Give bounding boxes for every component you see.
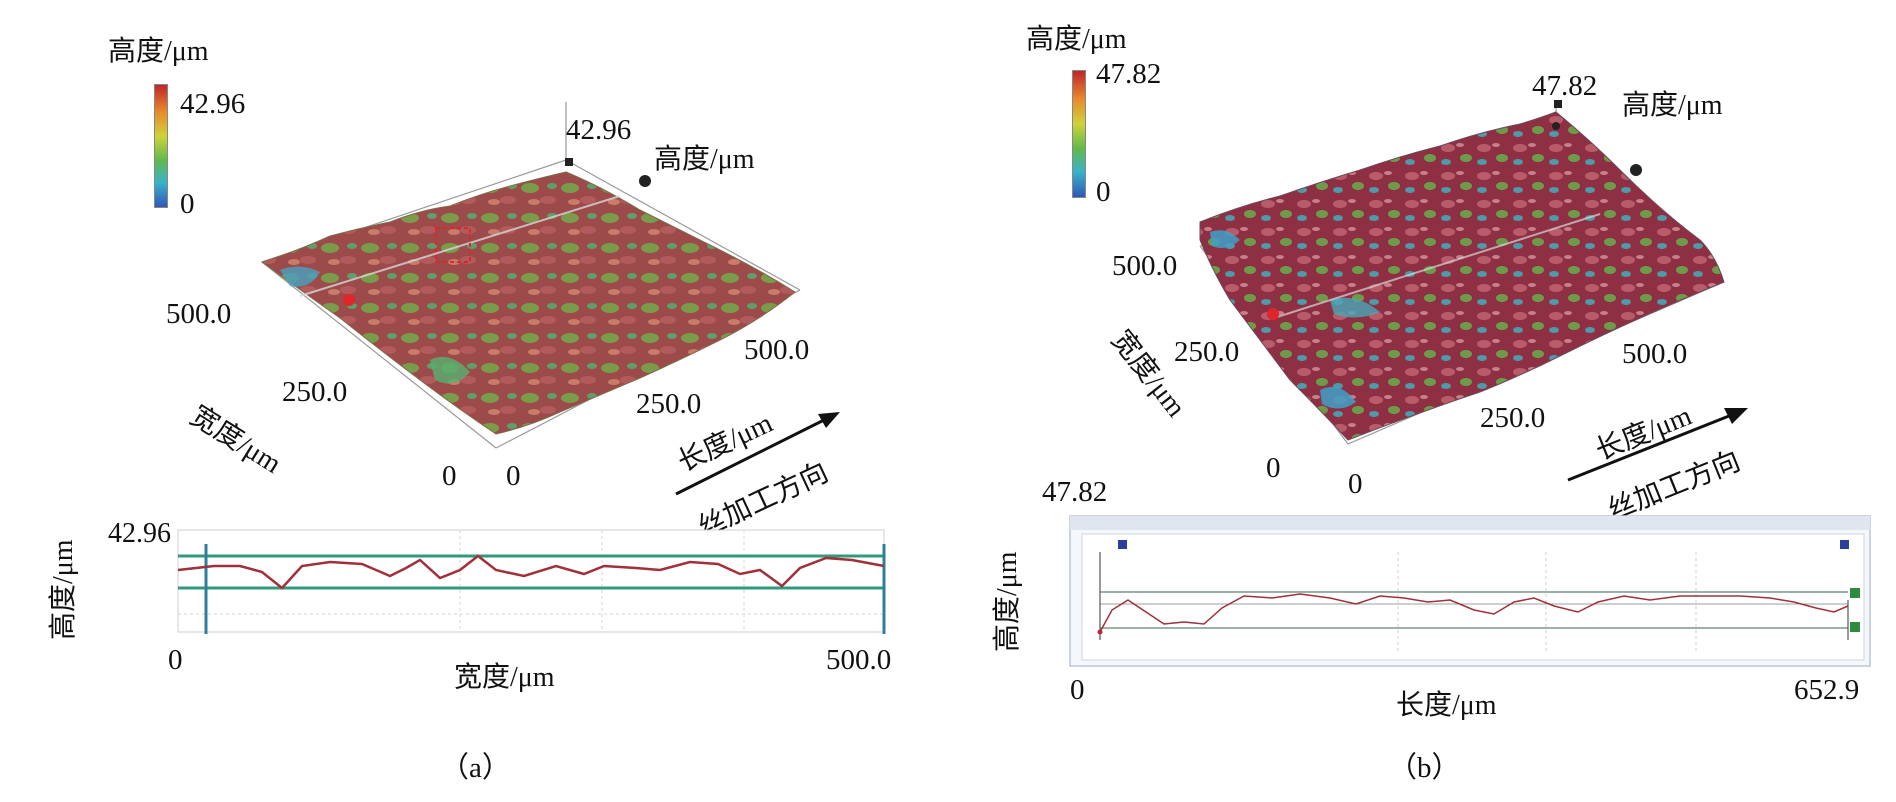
width-tick-500-b: 500.0 — [1112, 250, 1178, 282]
profile-xmin-a: 0 — [168, 644, 183, 676]
colorbar-min-a: 0 — [180, 188, 195, 220]
peak-marker-b — [1554, 100, 1562, 108]
colorbar-max-a: 42.96 — [180, 88, 246, 120]
length-tick-0-a: 0 — [506, 460, 521, 492]
height-axis-label-b: 高度/μm — [1622, 90, 1723, 121]
caption-b: （b） — [1388, 752, 1461, 784]
width-tick-0-a: 0 — [442, 460, 457, 492]
height-marker-b — [1630, 164, 1642, 176]
colorbar-b — [1072, 70, 1086, 198]
profile-line-b — [1099, 593, 1849, 633]
peak-marker-a — [565, 158, 573, 166]
profile-plot-area-b — [1081, 533, 1865, 661]
profile-trace-line-a — [299, 195, 621, 297]
profile-ylabel-b: 高度/μm — [992, 551, 1023, 652]
profile-xmax-a: 500.0 — [826, 644, 892, 676]
width-tick-250-a: 250.0 — [282, 376, 348, 408]
colorbar-title-b: 高度/μm — [1026, 24, 1127, 55]
profile-ymax-a: 42.96 — [108, 518, 171, 549]
colorbar-min-b: 0 — [1096, 176, 1111, 208]
direction-arrow-b — [1567, 412, 1735, 482]
caption-a: （a） — [440, 752, 511, 784]
profile-ymax-b: 47.82 — [1042, 476, 1108, 508]
marker-red-b[interactable] — [1267, 308, 1279, 320]
width-tick-500-a: 500.0 — [166, 298, 232, 330]
peak-label-a: 42.96 — [566, 114, 632, 146]
profile-xmax-b: 652.9 — [1794, 674, 1860, 706]
length-tick-250-b: 250.0 — [1480, 402, 1546, 434]
peak-dot-b — [1552, 122, 1560, 130]
colorbar-title-a: 高度/μm — [108, 36, 209, 67]
selection-box-a[interactable] — [435, 227, 471, 263]
profile-titlebar-b — [1070, 516, 1870, 530]
profile-xmin-b: 0 — [1070, 674, 1085, 706]
handle-top-left-b[interactable] — [1118, 540, 1127, 549]
surface-patch-b — [1320, 386, 1356, 409]
direction-arrow-a — [675, 416, 829, 496]
marker-red-a[interactable] — [343, 294, 355, 306]
surface-patch-a — [280, 266, 320, 287]
handle-top-right-b[interactable] — [1840, 540, 1849, 549]
colorbar-a — [154, 84, 168, 208]
length-tick-500-b: 500.0 — [1622, 338, 1688, 370]
surface-a — [260, 171, 796, 435]
profile-gridlines-a — [178, 530, 884, 632]
length-tick-500-a: 500.0 — [744, 334, 810, 366]
surface-patch-a — [430, 356, 470, 384]
colorbar-max-b: 47.82 — [1096, 58, 1162, 90]
surface-patch-b — [1330, 297, 1380, 318]
surface-b — [1199, 111, 1725, 441]
profile-line-a — [177, 554, 885, 590]
length-tick-0-b: 0 — [1348, 468, 1363, 500]
profile-xlabel-b: 长度/μm — [1396, 690, 1497, 721]
width-tick-0-b: 0 — [1266, 452, 1281, 484]
profile-start-dot-b — [1097, 629, 1103, 635]
peak-label-b: 47.82 — [1532, 70, 1598, 102]
direction-arrowhead-b — [1724, 408, 1748, 424]
height-axis-label-a: 高度/μm — [654, 144, 755, 175]
handle-lower-b[interactable] — [1850, 622, 1860, 632]
height-marker-a — [639, 175, 651, 187]
direction-arrowhead-a — [818, 412, 840, 428]
width-tick-250-b: 250.0 — [1174, 336, 1240, 368]
surface-patch-b — [1210, 230, 1240, 248]
length-tick-250-a: 250.0 — [636, 388, 702, 420]
profile-xlabel-a: 宽度/μm — [454, 662, 555, 693]
handle-upper-b[interactable] — [1850, 588, 1860, 598]
profile-trace-line-b — [1273, 213, 1601, 319]
profile-frame-a — [177, 529, 885, 633]
